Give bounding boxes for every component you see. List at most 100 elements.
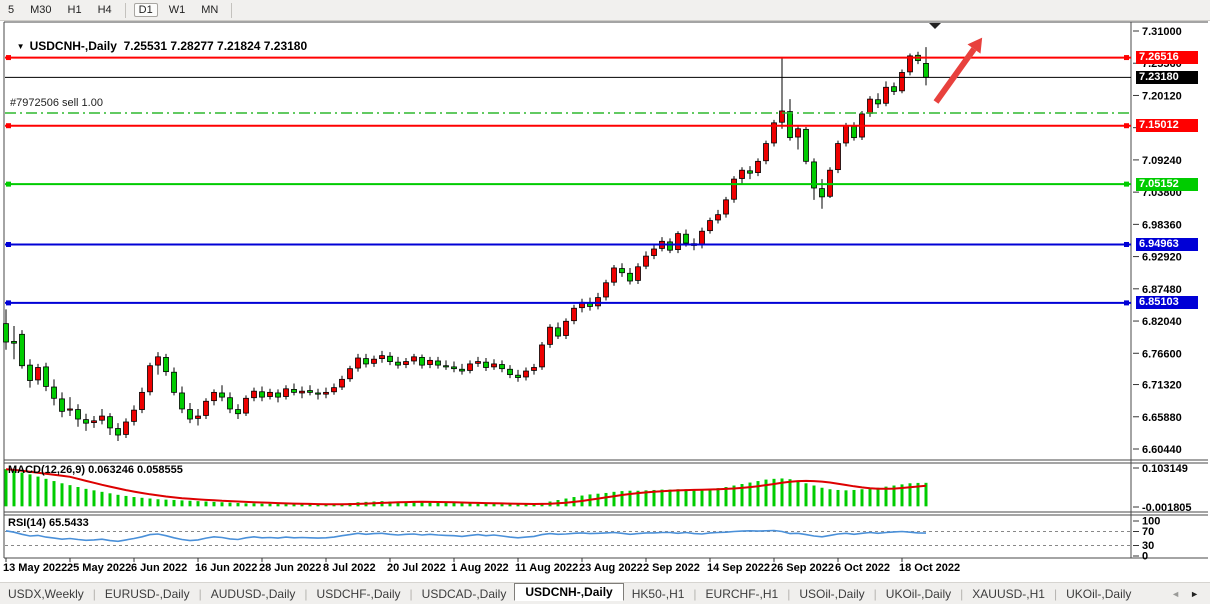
candle-body bbox=[147, 365, 153, 393]
macd-histogram-bar bbox=[100, 491, 104, 507]
chart-shift-marker-icon[interactable] bbox=[929, 23, 941, 29]
macd-histogram-bar bbox=[892, 485, 896, 507]
tab-separator: | bbox=[873, 586, 877, 601]
candle-body bbox=[539, 344, 545, 368]
date-axis-label: 11 Aug 2022 bbox=[515, 562, 578, 574]
line-handle[interactable] bbox=[6, 181, 11, 187]
candle-body bbox=[763, 143, 769, 162]
price-tag: 7.15012 bbox=[1136, 119, 1198, 132]
timeframe-button-d1[interactable]: D1 bbox=[133, 3, 158, 17]
candle-body bbox=[571, 307, 577, 322]
rsi-axis-label: 0 bbox=[1142, 551, 1148, 563]
candle-body bbox=[235, 409, 241, 415]
macd-histogram-bar bbox=[164, 499, 168, 507]
symbol-tab-usoil-daily[interactable]: USOil-,Daily bbox=[799, 586, 865, 601]
line-handle[interactable] bbox=[6, 123, 11, 129]
date-axis-label: 6 Oct 2022 bbox=[835, 562, 890, 574]
symbol-tab-usdx-weekly[interactable]: USDX,Weekly bbox=[8, 586, 84, 601]
line-handle[interactable] bbox=[6, 55, 11, 61]
macd-histogram-bar bbox=[404, 501, 408, 507]
candle-body bbox=[347, 368, 353, 380]
symbol-tab-xauusd-h1[interactable]: XAUUSD-,H1 bbox=[972, 586, 1045, 601]
candle-body bbox=[43, 366, 49, 387]
line-handle[interactable] bbox=[1124, 181, 1129, 187]
line-handle[interactable] bbox=[1124, 300, 1129, 306]
arrow-annotation-head[interactable] bbox=[967, 37, 983, 54]
line-handle[interactable] bbox=[6, 300, 11, 306]
macd-histogram-bar bbox=[244, 503, 248, 507]
symbol-tab-eurusd-daily[interactable]: EURUSD-,Daily bbox=[104, 586, 190, 601]
macd-histogram-bar bbox=[140, 497, 144, 507]
candle-body bbox=[91, 420, 97, 423]
candle-body bbox=[875, 99, 881, 105]
macd-histogram-bar bbox=[652, 489, 656, 507]
candle-body bbox=[251, 390, 257, 399]
macd-histogram-bar bbox=[700, 489, 704, 507]
rsi-axis-label: 30 bbox=[1142, 540, 1154, 552]
symbol-tab-ukoil-daily[interactable]: UKOil-,Daily bbox=[885, 586, 952, 601]
candle-body bbox=[187, 409, 193, 420]
rsi-indicator-label: RSI(14) 65.5433 bbox=[8, 517, 89, 529]
candle-body bbox=[99, 415, 105, 421]
line-handle[interactable] bbox=[1124, 123, 1129, 129]
candle-body bbox=[107, 416, 113, 429]
candle-body bbox=[259, 391, 265, 398]
price-axis-label: 7.09240 bbox=[1142, 155, 1182, 167]
candle-body bbox=[547, 326, 553, 345]
date-axis-label: 1 Aug 2022 bbox=[451, 562, 509, 574]
tab-scroll-right-icon[interactable]: ► bbox=[1190, 588, 1199, 599]
candle-body bbox=[499, 364, 505, 370]
timeframe-button-5[interactable]: 5 bbox=[8, 4, 15, 16]
candle-body bbox=[707, 220, 713, 232]
timeframe-button-h1[interactable]: H1 bbox=[67, 4, 82, 16]
price-tag: 6.85103 bbox=[1136, 296, 1198, 309]
macd-histogram-bar bbox=[132, 497, 136, 507]
macd-histogram-bar bbox=[436, 502, 440, 507]
symbol-tab-eurchf-h1[interactable]: EURCHF-,H1 bbox=[705, 586, 779, 601]
macd-histogram-bar bbox=[756, 481, 760, 507]
timeframe-button-mn[interactable]: MN bbox=[201, 4, 219, 16]
macd-histogram-bar bbox=[388, 501, 392, 507]
candle-body bbox=[139, 391, 145, 410]
symbol-tab-ukoil-daily[interactable]: UKOil-,Daily bbox=[1066, 586, 1132, 601]
symbol-tab-audusd-daily[interactable]: AUDUSD-,Daily bbox=[210, 586, 296, 601]
price-axis-label: 6.87480 bbox=[1142, 284, 1182, 296]
macd-histogram-bar bbox=[36, 476, 40, 507]
macd-histogram-bar bbox=[828, 489, 832, 507]
macd-histogram-bar bbox=[764, 479, 768, 507]
timeframe-button-h4[interactable]: H4 bbox=[97, 4, 112, 16]
candle-body bbox=[315, 392, 321, 395]
symbol-tab-usdchf-daily[interactable]: USDCHF-,Daily bbox=[316, 586, 401, 601]
macd-histogram-bar bbox=[732, 485, 736, 507]
macd-histogram-bar bbox=[68, 485, 72, 507]
candle-body bbox=[355, 357, 361, 369]
line-handle[interactable] bbox=[1124, 241, 1129, 247]
chart-dropdown-icon[interactable]: ▼ bbox=[16, 42, 25, 51]
macd-histogram-bar bbox=[180, 500, 184, 507]
macd-histogram-bar bbox=[748, 482, 752, 507]
candle-body bbox=[507, 368, 513, 375]
date-axis-label: 18 Oct 2022 bbox=[899, 562, 960, 574]
macd-histogram-bar bbox=[668, 489, 672, 507]
line-handle[interactable] bbox=[6, 241, 11, 247]
rsi-axis-label: 70 bbox=[1142, 526, 1154, 538]
date-axis-label: 23 Aug 2022 bbox=[579, 562, 643, 574]
tab-scroll-left-icon[interactable]: ◄ bbox=[1171, 588, 1181, 599]
macd-histogram-bar bbox=[428, 502, 432, 507]
candle-body bbox=[219, 392, 225, 398]
candle-body bbox=[267, 391, 273, 397]
candle-body bbox=[427, 359, 433, 365]
symbol-tab-usdcad-daily[interactable]: USDCAD-,Daily bbox=[421, 586, 507, 601]
price-tag: 7.05152 bbox=[1136, 178, 1198, 191]
macd-histogram-bar bbox=[108, 493, 112, 507]
macd-histogram-bar bbox=[228, 502, 232, 507]
timeframe-button-m30[interactable]: M30 bbox=[30, 4, 52, 16]
macd-signal-line bbox=[5, 468, 927, 506]
tab-scroll-controls: ◄ ► bbox=[1166, 589, 1210, 599]
timeframe-button-w1[interactable]: W1 bbox=[168, 4, 186, 16]
arrow-annotation[interactable] bbox=[933, 47, 977, 104]
line-handle[interactable] bbox=[1124, 55, 1129, 61]
symbol-tab-usdcnh-daily[interactable]: USDCNH-,Daily bbox=[514, 583, 624, 601]
symbol-tab-hk50-h1[interactable]: HK50-,H1 bbox=[631, 586, 685, 601]
